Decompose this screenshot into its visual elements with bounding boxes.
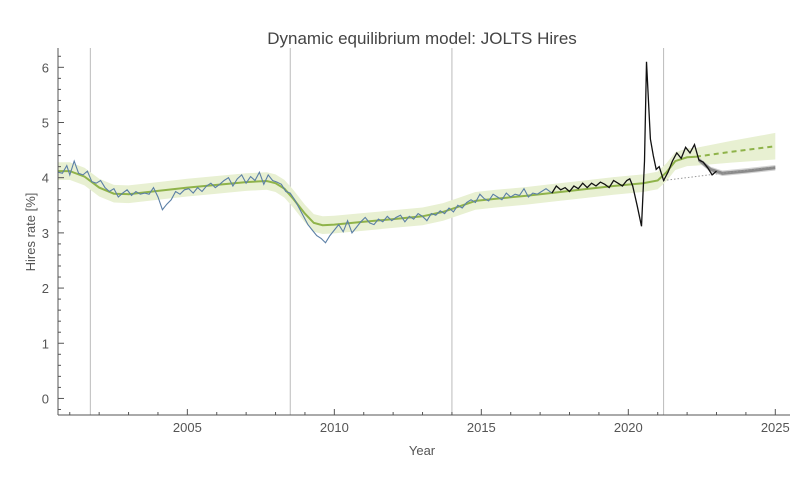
x-tick-label: 2015 bbox=[467, 420, 496, 435]
chart-title: Dynamic equilibrium model: JOLTS Hires bbox=[267, 29, 577, 48]
y-axis-title: Hires rate [%] bbox=[23, 193, 38, 272]
data-line-black bbox=[551, 61, 717, 227]
x-tick-label: 2020 bbox=[614, 420, 643, 435]
x-axis-ticks: 2005 2010 2015 2020 2025 bbox=[69, 409, 790, 435]
series-layer bbox=[57, 61, 776, 244]
model-confidence-band bbox=[58, 132, 776, 234]
model-baseline-dotted-line bbox=[663, 166, 776, 181]
y-tick-label: 3 bbox=[42, 226, 49, 241]
model-forecast-dashed-line bbox=[695, 145, 776, 158]
axes bbox=[57, 48, 790, 416]
y-tick-label: 2 bbox=[42, 281, 49, 296]
y-tick-label: 5 bbox=[42, 116, 49, 131]
y-tick-label: 4 bbox=[42, 171, 49, 186]
x-tick-label: 2005 bbox=[173, 420, 202, 435]
x-tick-label: 2025 bbox=[761, 420, 790, 435]
y-tick-label: 6 bbox=[42, 60, 49, 75]
vertical-markers bbox=[89, 48, 665, 415]
x-tick-label: 2010 bbox=[320, 420, 349, 435]
y-tick-label: 1 bbox=[42, 336, 49, 351]
data-line-blue bbox=[57, 159, 553, 244]
y-axis-ticks: 0 1 2 3 4 5 6 bbox=[42, 55, 64, 410]
y-tick-label: 0 bbox=[42, 391, 49, 406]
x-axis-title: Year bbox=[409, 443, 436, 458]
model-band bbox=[58, 132, 776, 234]
